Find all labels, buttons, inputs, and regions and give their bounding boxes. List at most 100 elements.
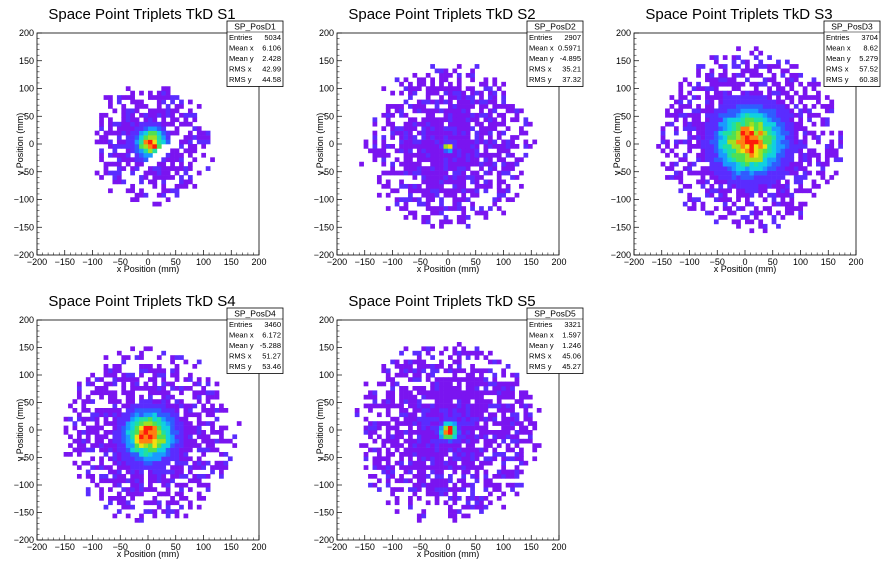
heatmap-bin xyxy=(461,121,467,127)
heatmap-bin xyxy=(156,144,162,149)
heatmap-bin xyxy=(722,188,728,194)
heatmap-bin xyxy=(156,500,162,506)
heatmap-bin xyxy=(687,126,693,131)
heatmap-bin xyxy=(474,135,480,140)
heatmap-bin xyxy=(776,144,781,149)
heatmap-bin xyxy=(452,121,458,127)
heatmap-bin xyxy=(811,183,817,189)
heatmap-bin xyxy=(731,99,737,105)
heatmap-bin xyxy=(439,452,444,457)
heatmap-bin xyxy=(762,223,768,229)
heatmap-bin xyxy=(718,117,724,123)
heatmap-bin xyxy=(483,188,489,194)
heatmap-bin xyxy=(72,447,78,453)
heatmap-bin xyxy=(68,403,73,409)
heatmap-bin xyxy=(139,403,144,409)
heatmap-bin xyxy=(174,509,180,514)
heatmap-bin xyxy=(363,394,369,400)
heatmap-bin xyxy=(820,121,826,127)
heatmap-bin xyxy=(722,166,728,171)
heatmap-bin xyxy=(430,381,435,387)
heatmap-bin xyxy=(134,518,140,523)
heatmap-bin xyxy=(762,152,768,158)
heatmap-bin xyxy=(700,130,706,136)
heatmap-bin xyxy=(483,377,489,382)
heatmap-bin xyxy=(434,368,440,374)
heatmap-bin xyxy=(134,157,140,163)
heatmap-bin xyxy=(430,465,435,470)
heatmap-bin xyxy=(205,139,211,145)
heatmap-bin xyxy=(465,500,471,506)
heatmap-bin xyxy=(461,139,467,145)
heatmap-bin xyxy=(179,496,184,501)
heatmap-bin xyxy=(430,90,435,96)
heatmap-bin xyxy=(443,500,449,506)
heatmap-bin xyxy=(156,425,162,431)
heatmap-bin xyxy=(121,500,127,506)
heatmap-bin xyxy=(532,443,538,448)
heatmap-bin xyxy=(116,474,122,479)
heatmap-bin xyxy=(390,487,396,492)
heatmap-bin xyxy=(183,359,189,365)
heatmap-bin xyxy=(523,425,529,431)
heatmap-bin xyxy=(519,469,524,475)
heatmap-bin xyxy=(461,513,467,519)
heatmap-bin xyxy=(496,152,502,158)
heatmap-bin xyxy=(798,144,804,149)
heatmap-bin xyxy=(483,408,489,413)
heatmap-bin xyxy=(452,130,458,136)
heatmap-bin xyxy=(187,161,193,167)
heatmap-bin xyxy=(474,144,480,149)
heatmap-bin xyxy=(112,403,118,409)
heatmap-bin xyxy=(390,491,396,497)
heatmap-bin xyxy=(514,399,520,404)
chart-title: Space Point Triplets TkD S4 xyxy=(48,293,235,310)
heatmap-bin xyxy=(121,152,127,158)
heatmap-bin xyxy=(758,95,764,100)
heatmap-bin xyxy=(465,496,471,501)
heatmap-bin xyxy=(762,183,768,189)
heatmap-bin xyxy=(776,148,781,154)
heatmap-bin xyxy=(807,188,812,194)
heatmap-bin xyxy=(510,390,515,396)
heatmap-bin xyxy=(758,90,764,96)
heatmap-bin xyxy=(665,144,670,149)
chart-title: Space Point Triplets TkD S2 xyxy=(348,6,535,23)
heatmap-bin xyxy=(372,460,378,466)
heatmap-bin xyxy=(381,144,387,149)
heatmap-bin xyxy=(403,77,409,83)
heatmap-bin xyxy=(363,416,369,422)
heatmap-bin xyxy=(121,412,127,418)
heatmap-bin xyxy=(214,390,220,396)
heatmap-bin xyxy=(465,126,471,131)
heatmap-bin xyxy=(139,491,144,497)
heatmap-bin xyxy=(479,377,484,382)
heatmap-bin xyxy=(727,206,732,211)
heatmap-bin xyxy=(829,130,835,136)
heatmap-bin xyxy=(439,482,444,488)
heatmap-bin xyxy=(487,95,493,100)
heatmap-bin xyxy=(816,139,821,145)
heatmap-bin xyxy=(740,104,746,109)
heatmap-bin xyxy=(399,478,404,484)
heatmap-bin xyxy=(474,64,480,69)
heatmap-bin xyxy=(501,188,507,194)
heatmap-bin xyxy=(501,210,507,216)
heatmap-bin xyxy=(762,95,768,100)
heatmap-bin xyxy=(187,408,193,413)
heatmap-bin xyxy=(496,359,502,365)
heatmap-bin xyxy=(483,161,489,167)
heatmap-bin xyxy=(762,139,768,145)
stats-row-value: 45.27 xyxy=(562,362,581,371)
heatmap-bin xyxy=(452,496,458,501)
heatmap-bin xyxy=(838,139,843,145)
heatmap-bin xyxy=(718,192,724,198)
heatmap-bin xyxy=(143,139,149,145)
heatmap-bin xyxy=(448,496,453,501)
heatmap-bin xyxy=(696,72,701,78)
heatmap-bin xyxy=(505,126,511,131)
heatmap-bin xyxy=(705,166,710,171)
heatmap-bin xyxy=(474,130,480,136)
heatmap-bin xyxy=(443,425,449,431)
